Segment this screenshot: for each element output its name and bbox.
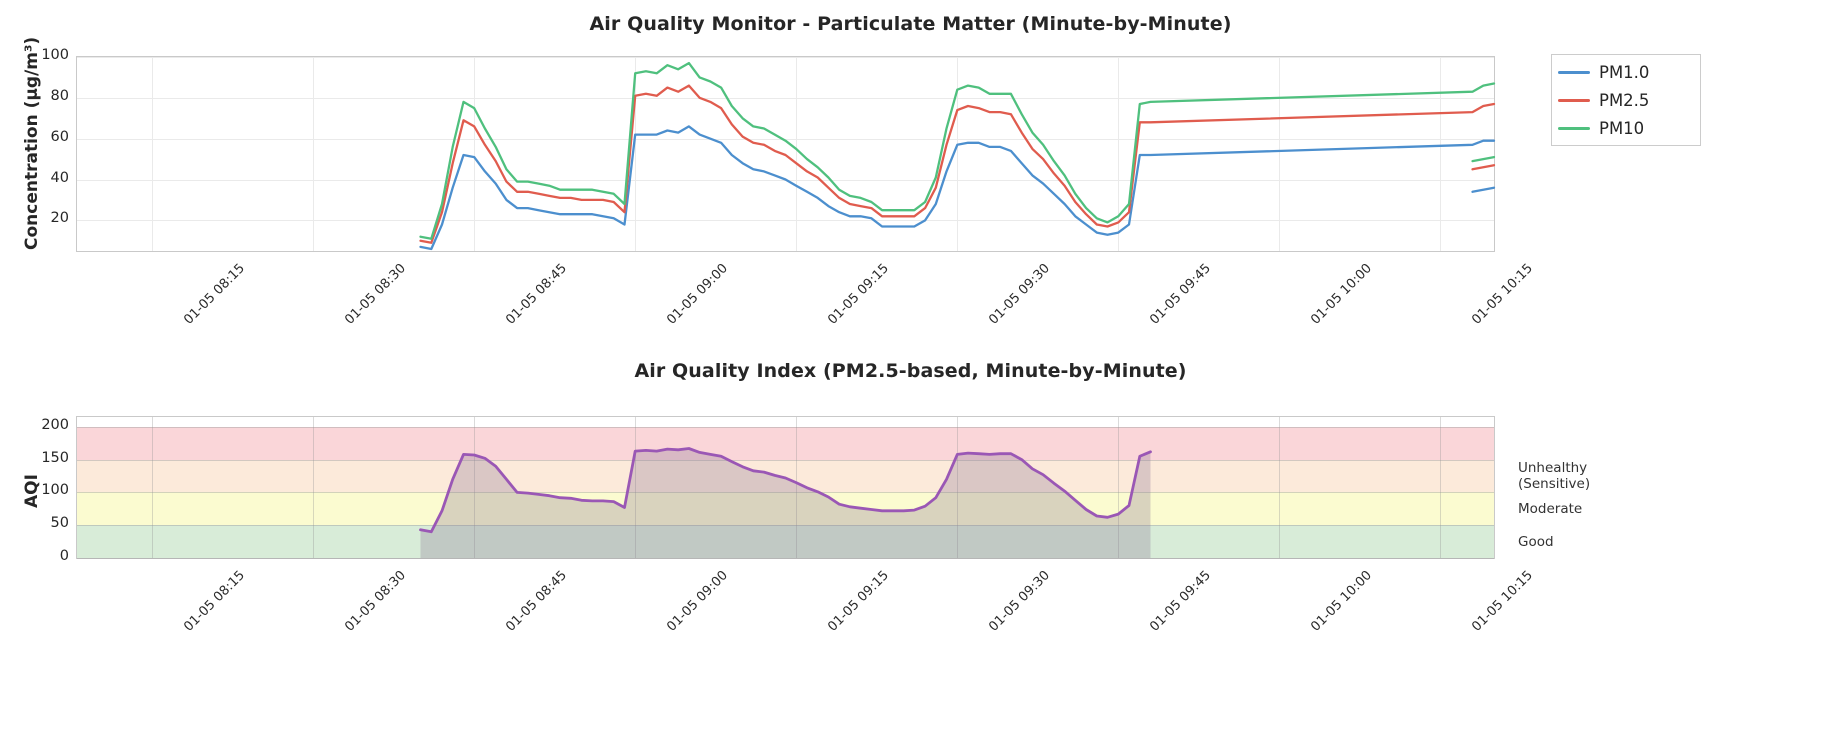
y-tick-label: 40 [50,169,69,186]
y-tick-label: 200 [41,416,69,433]
gridline [77,492,1494,493]
series-tail-pm10 [1471,155,1496,163]
legend-label: PM1.0 [1599,62,1650,82]
gridline [796,57,797,251]
gridline [474,417,475,558]
gridline [635,57,636,251]
aqi-band-good [77,525,1494,558]
gridline [1118,57,1119,251]
gridline [313,57,314,251]
gridline [77,525,1494,526]
gridline [77,57,1494,58]
legend-label: PM2.5 [1599,90,1650,110]
gridline [957,57,958,251]
y-tick-label: 80 [50,87,69,104]
gridline [77,558,1494,559]
legend-swatch-icon [1558,70,1590,74]
legend-item-pm2-5[interactable]: PM2.5 [1558,91,1694,110]
series-line-pm1-0 [419,125,1496,251]
legend-item-pm10[interactable]: PM10 [1558,119,1694,138]
aqi-line [419,447,1152,534]
gridline [77,427,1494,428]
band-label-good: Good [1518,533,1554,550]
gridline [77,98,1494,99]
gridline [152,417,153,558]
y-tick-label: 100 [41,47,69,63]
gridline [1279,57,1280,251]
gridline [77,460,1494,461]
bottom-chart-title: Air Quality Index (PM2.5-based, Minute-b… [634,360,1187,382]
top-chart-title: Air Quality Monitor - Particulate Matter… [589,13,1232,35]
gridline [796,417,797,558]
bottom-chart-plot-area [76,416,1495,559]
y-tick-label: 20 [50,210,69,227]
y-tick-label: 0 [59,548,69,564]
legend-swatch-icon [1558,126,1590,130]
series-tail-pm1 [1471,186,1496,193]
series-line-pm2-5 [419,84,1496,244]
aqi-area-fill [420,448,1151,558]
gridline [635,417,636,558]
legend-swatch-icon [1558,98,1590,102]
band-label-moderate: Moderate [1518,500,1583,517]
legend-label: PM10 [1599,118,1645,138]
gridline [1279,417,1280,558]
gridline [313,417,314,558]
legend-item-pm1-0[interactable]: PM1.0 [1558,63,1694,82]
gridline [152,57,153,251]
aqi-band-unhealthy [77,426,1494,460]
series-line-pm10 [419,61,1496,240]
y-tick-label: 60 [50,128,69,145]
gridline [474,57,475,251]
y-tick-label: 150 [41,449,69,466]
y-tick-label: 50 [50,515,69,532]
aqi-band-moderate [77,492,1494,526]
y-tick-label: 100 [41,482,69,499]
band-label-unhealthy: Unhealthy (Sensitive) [1518,460,1591,493]
gridline [77,220,1494,221]
top-chart-legend: PM1.0 PM2.5 PM10 [1551,54,1701,146]
gridline [957,417,958,558]
gridline [1440,417,1441,558]
gridline [1440,57,1441,251]
series-tail-pm25 [1471,164,1496,171]
aqi-band-unhealthy [77,459,1494,493]
gridline [1118,417,1119,558]
